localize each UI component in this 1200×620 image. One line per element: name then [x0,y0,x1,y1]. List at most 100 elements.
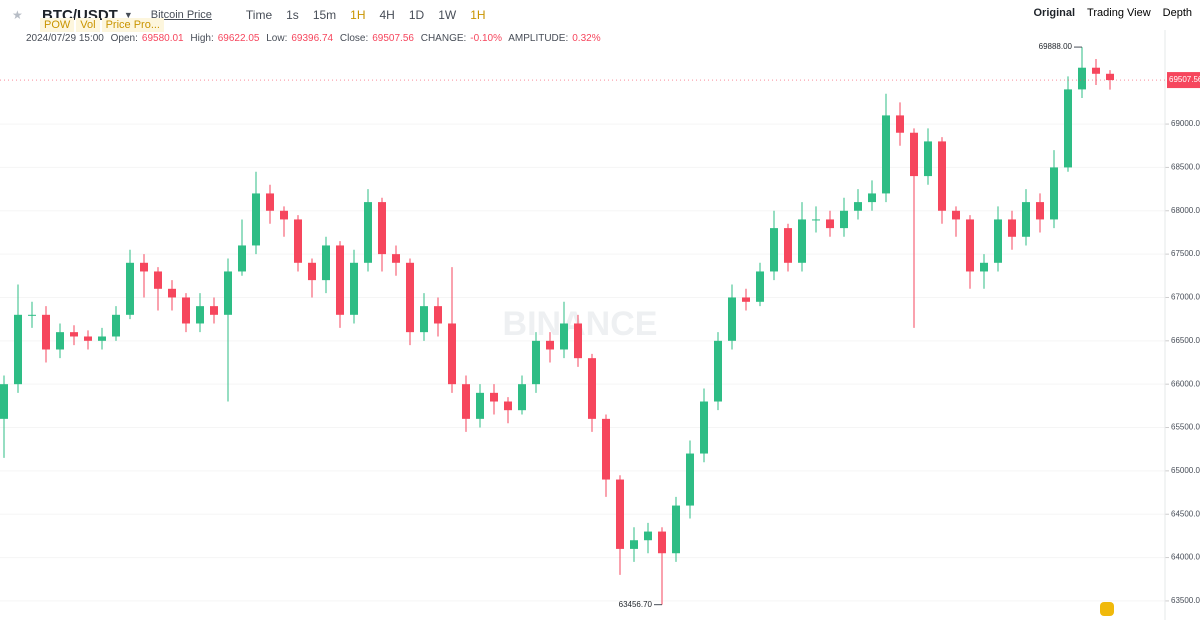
candle-body [882,115,890,194]
candle-body [308,262,316,281]
candle-body [434,306,442,324]
candle-body [588,358,596,419]
info-close-label: Close: [339,33,369,44]
views: Original Trading View Depth [1021,7,1192,19]
candle-body [532,340,540,385]
candle-body [84,336,92,341]
info-low: 69396.74 [291,33,334,44]
candle-body [490,392,498,402]
tag[interactable]: Vol [76,18,100,32]
y-tick-label: 67000.00 [1171,293,1200,302]
candle-body [98,336,106,341]
info-amplitude: 0.32% [572,33,601,44]
candle-body [658,531,666,554]
candle-body [518,384,526,411]
min-label: 63456.70 [619,600,653,609]
view-tab[interactable]: Original [1033,7,1076,19]
y-tick-label: 64500.00 [1171,509,1200,518]
assistant-icon [1100,602,1114,616]
candle-body [546,340,554,350]
candle-body [700,401,708,454]
tag[interactable]: Price Pro... [101,18,164,32]
candle-body [252,193,260,246]
candle-body [70,332,78,337]
candle-body [336,245,344,315]
candle-body [784,228,792,263]
candle-body [770,228,778,272]
candle-body [644,531,652,541]
candle-body [854,202,862,211]
favorite-star[interactable]: ★ [12,8,23,22]
interval[interactable]: 4H [379,8,395,22]
interval[interactable]: 1s [286,8,299,22]
candle-body [406,262,414,333]
candle-body [938,141,946,211]
candle-body [1064,89,1072,168]
view-tab[interactable]: Trading View [1087,7,1151,19]
candle-body [154,271,162,289]
interval[interactable]: 1H [350,8,366,22]
candle-body [1022,202,1030,237]
candle-body [672,505,680,554]
candle-body [952,210,960,220]
info-change: -0.10% [470,33,502,44]
candle-body [448,323,456,385]
interval[interactable]: 1D [408,8,425,22]
candle-body [1050,167,1058,220]
candle-body [728,297,736,341]
candle-body [420,306,428,333]
candle-body [924,141,932,177]
interval[interactable]: Time [245,8,273,22]
candle-body [616,479,624,549]
candle-body [1078,67,1086,90]
tag[interactable]: POW [40,18,75,32]
candle-body [868,193,876,203]
price-link[interactable]: Bitcoin Price [150,9,212,21]
candle-body [504,401,512,411]
candle-body [1092,67,1100,74]
candle-body [840,210,848,229]
y-tick-label: 69000.00 [1171,119,1200,128]
interval[interactable]: 1W [438,8,457,22]
candle-body [196,306,204,324]
ohlc-info: 2024/07/29 15:00 Open: 69580.01 High: 6962… [26,33,605,44]
candle-body [294,219,302,263]
info-change-label: CHANGE: [420,33,467,44]
info-high-label: High: [190,33,214,44]
candle-body [994,219,1002,263]
candle-body [392,254,400,263]
candle-body [42,314,50,350]
interval[interactable]: 1H [470,8,486,22]
candle-body [1008,219,1016,237]
candle-body [742,297,750,302]
candle-body [168,288,176,298]
candle-body [28,314,36,316]
candle-body [574,323,582,359]
y-tick-label: 68000.00 [1171,206,1200,215]
candle-body [1036,202,1044,220]
candle-body [826,219,834,229]
candle-body [462,384,470,419]
interval[interactable]: 15m [312,8,337,22]
y-tick-label: 65500.00 [1171,423,1200,432]
candle-body [602,418,610,480]
tags: POW Vol Price Pro... [40,18,166,32]
last-price-label: 69507.56 [1169,75,1200,84]
max-label: 69888.00 [1039,42,1073,51]
y-tick-label: 65000.00 [1171,466,1200,475]
y-tick-label: 68500.00 [1171,163,1200,172]
candle-body [476,392,484,419]
candle-body [980,262,988,272]
candle-body [756,271,764,302]
candle-body [126,262,134,315]
info-open: 69580.01 [141,33,184,44]
candle-body [630,540,638,549]
view-tab[interactable]: Depth [1162,7,1192,19]
candle-body [812,219,820,221]
candle-body [266,193,274,211]
candle-body [322,245,330,281]
candle-body [560,323,568,350]
pair-dropdown[interactable]: ▼ [123,10,133,20]
